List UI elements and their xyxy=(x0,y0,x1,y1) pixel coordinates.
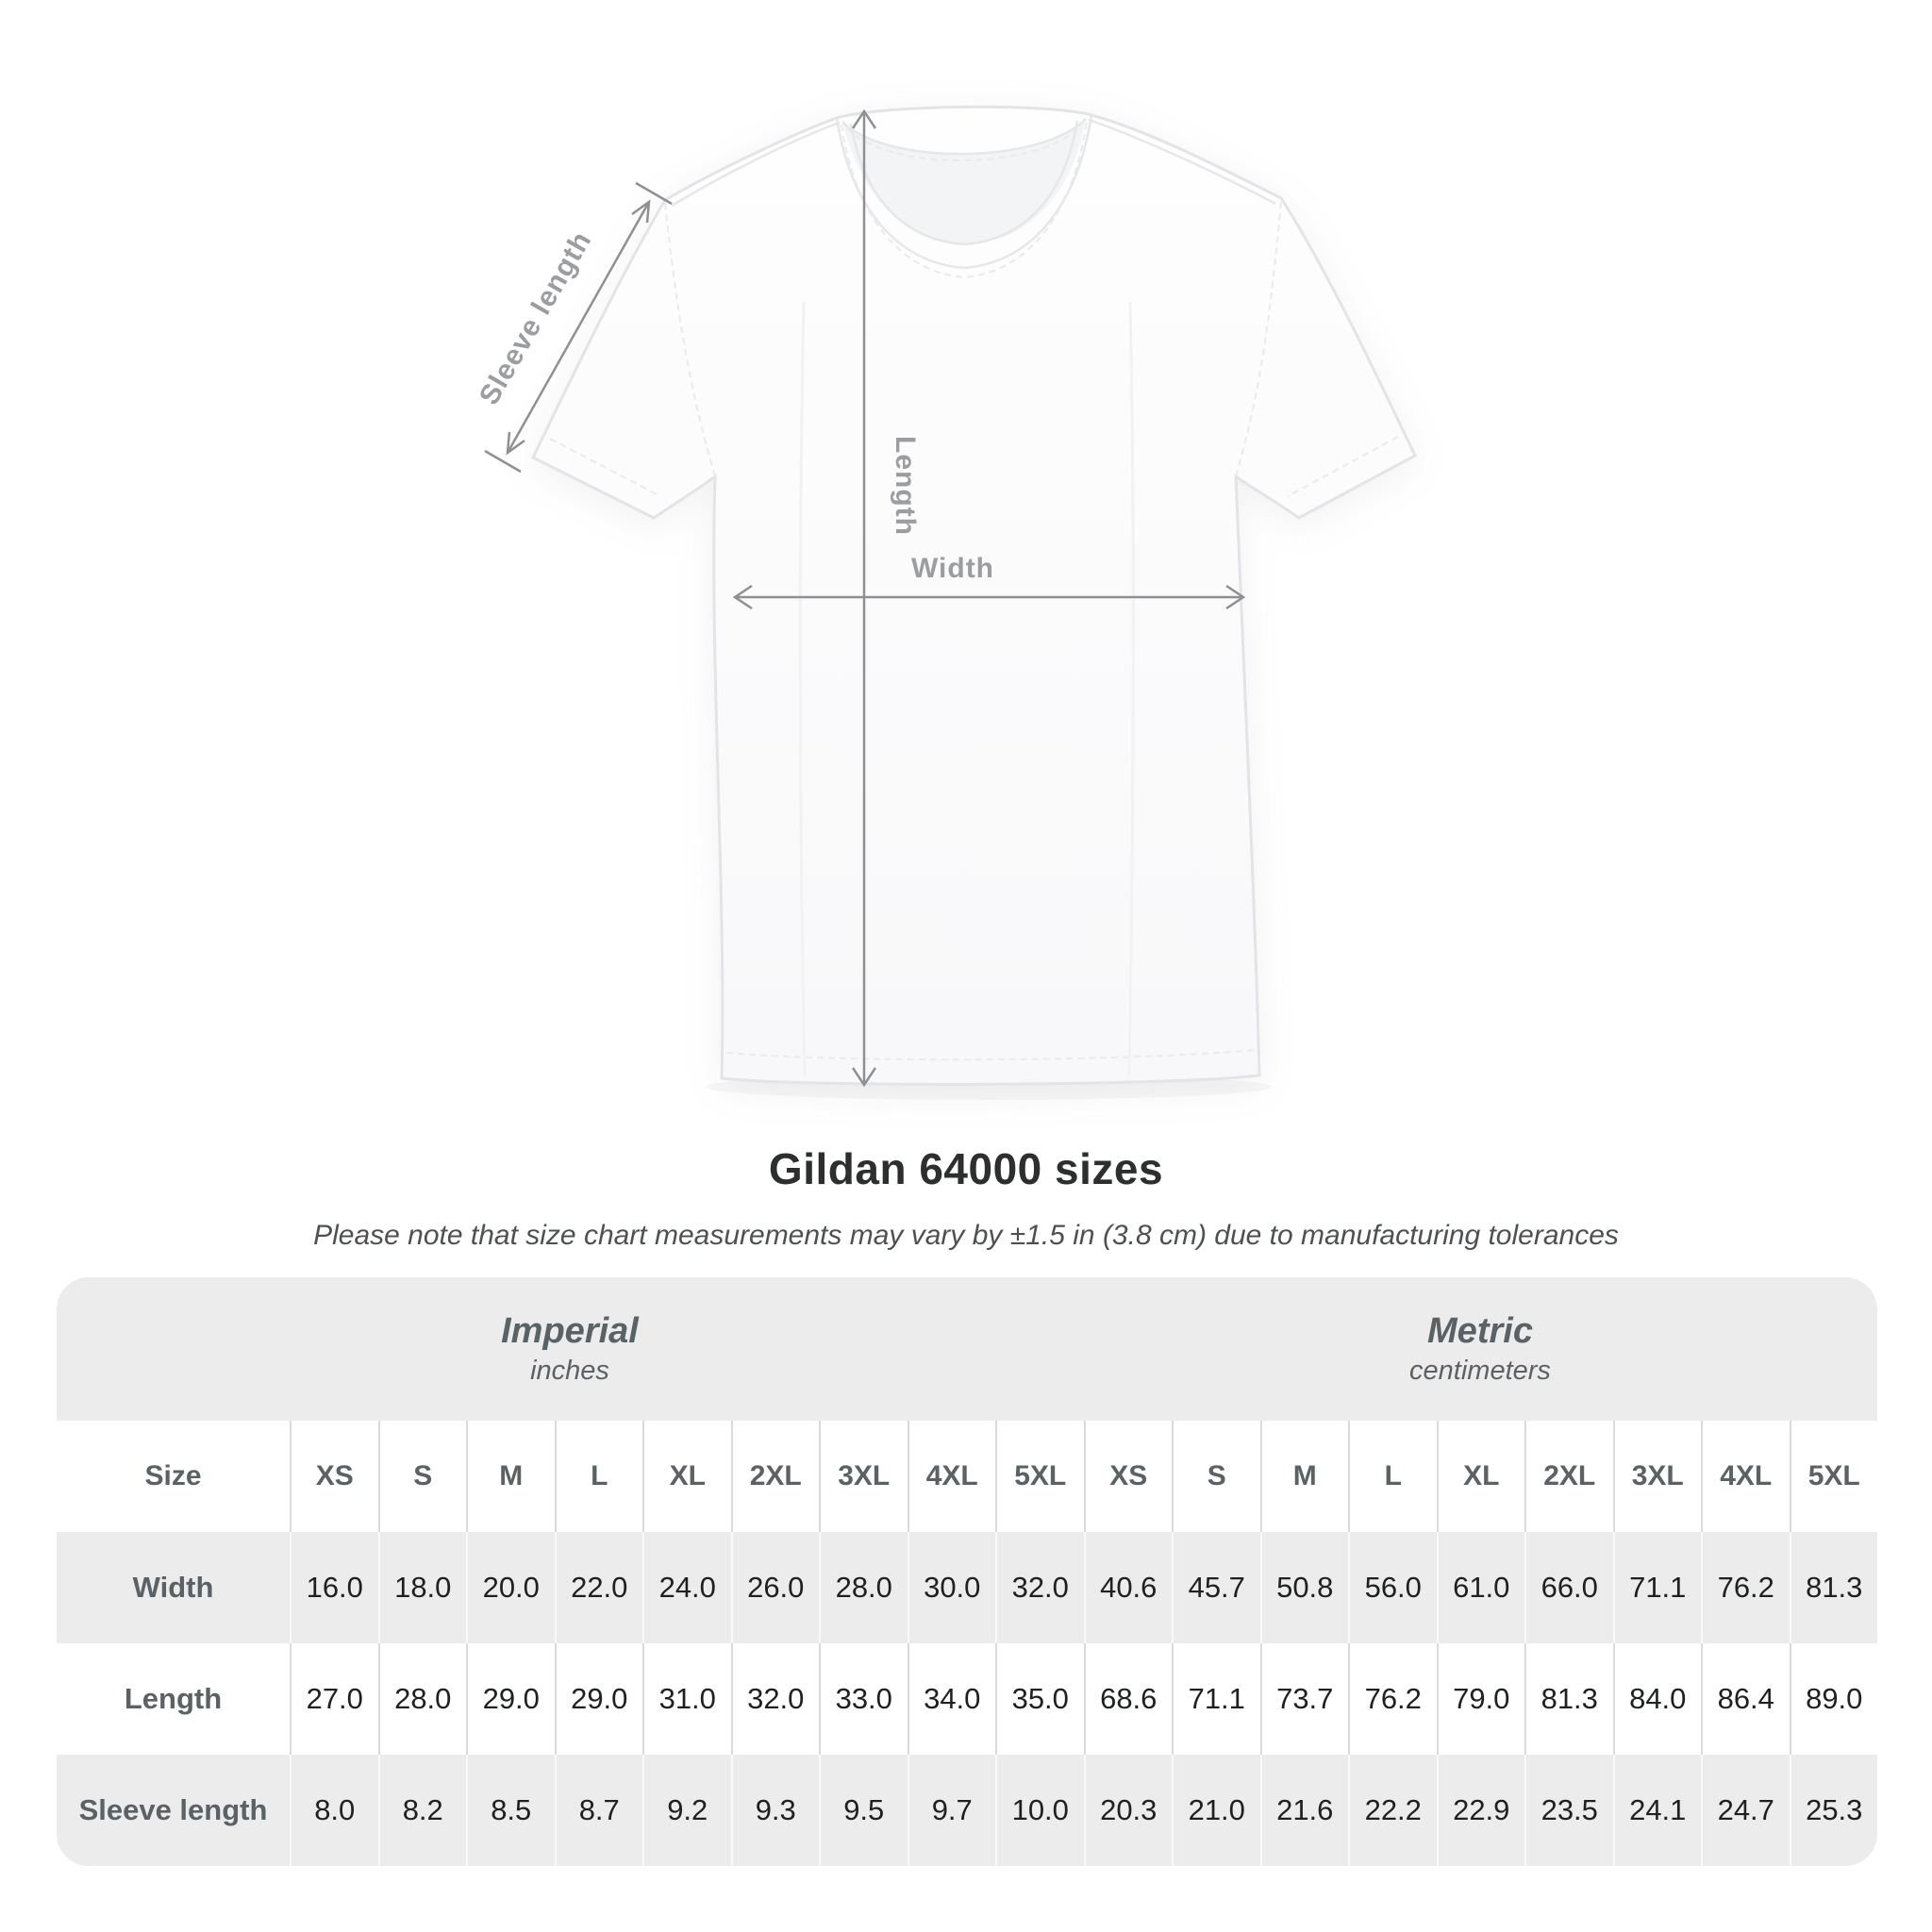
size-col-header: 2XL xyxy=(1524,1421,1613,1532)
size-header-row: Size XS S M L XL 2XL 3XL 4XL 5XL XS S M … xyxy=(57,1421,1877,1532)
value-cell: 29.0 xyxy=(466,1643,555,1755)
value-cell: 8.5 xyxy=(466,1755,555,1866)
size-col-header: M xyxy=(1259,1421,1349,1532)
metric-title: Metric xyxy=(1427,1311,1533,1351)
value-cell: 23.5 xyxy=(1524,1755,1613,1866)
table-row-width: Width 16.0 18.0 20.0 22.0 24.0 26.0 28.0… xyxy=(57,1532,1877,1643)
value-cell: 28.0 xyxy=(819,1532,908,1643)
width-label: Width xyxy=(911,553,994,584)
size-col-header: 5XL xyxy=(995,1421,1084,1532)
value-cell: 22.9 xyxy=(1436,1755,1525,1866)
size-col-header: 5XL xyxy=(1789,1421,1878,1532)
value-cell: 86.4 xyxy=(1701,1643,1790,1755)
value-cell: 30.0 xyxy=(907,1532,996,1643)
value-cell: 8.7 xyxy=(554,1755,643,1866)
value-cell: 81.3 xyxy=(1524,1643,1613,1755)
size-col-header: XS xyxy=(1083,1421,1173,1532)
page-title: Gildan 64000 sizes xyxy=(768,1144,1164,1193)
row-label: Length xyxy=(124,1682,223,1715)
value-cell: 22.0 xyxy=(554,1532,643,1643)
value-cell: 68.6 xyxy=(1083,1643,1173,1755)
value-cell: 9.2 xyxy=(642,1755,731,1866)
row-label: Width xyxy=(132,1571,214,1604)
size-col-header: XS xyxy=(290,1421,378,1532)
value-cell: 31.0 xyxy=(642,1643,731,1755)
value-cell: 8.0 xyxy=(290,1755,378,1866)
value-cell: 21.0 xyxy=(1172,1755,1260,1866)
value-cell: 25.3 xyxy=(1789,1755,1878,1866)
width-arrow xyxy=(732,584,1246,610)
value-cell: 33.0 xyxy=(819,1643,908,1755)
collar-opening xyxy=(842,119,1086,244)
value-cell: 35.0 xyxy=(995,1643,1084,1755)
value-cell: 76.2 xyxy=(1701,1532,1790,1643)
size-col-header: 3XL xyxy=(1612,1421,1702,1532)
table-row-sleeve-length: Sleeve length 8.0 8.2 8.5 8.7 9.2 9.3 9.… xyxy=(57,1755,1877,1866)
value-cell: 20.3 xyxy=(1083,1755,1173,1866)
value-cell: 27.0 xyxy=(290,1643,378,1755)
value-cell: 9.7 xyxy=(907,1755,996,1866)
size-col-header: S xyxy=(377,1421,467,1532)
value-cell: 73.7 xyxy=(1259,1643,1349,1755)
value-cell: 9.3 xyxy=(730,1755,820,1866)
value-cell: 32.0 xyxy=(995,1532,1084,1643)
tshirt-measurement-diagram: Length Width Sleeve length xyxy=(474,105,1417,1088)
sleeve-length-arrow xyxy=(484,181,673,474)
page-subtitle: Please note that size chart measurements… xyxy=(313,1220,1619,1251)
value-cell: 40.6 xyxy=(1083,1532,1173,1643)
metric-units: centimeters xyxy=(1409,1356,1551,1386)
value-cell: 26.0 xyxy=(730,1532,820,1643)
imperial-units: inches xyxy=(530,1356,609,1386)
value-cell: 29.0 xyxy=(554,1643,643,1755)
length-label: Length xyxy=(890,436,921,536)
value-cell: 22.2 xyxy=(1348,1755,1437,1866)
size-col-header: XL xyxy=(1436,1421,1525,1532)
value-cell: 76.2 xyxy=(1348,1643,1437,1755)
value-cell: 18.0 xyxy=(377,1532,467,1643)
value-cell: 24.7 xyxy=(1701,1755,1790,1866)
unit-header-band: Imperial inches Metric centimeters xyxy=(57,1277,1877,1421)
size-col-header: 2XL xyxy=(730,1421,820,1532)
size-col-header: 4XL xyxy=(907,1421,996,1532)
value-cell: 20.0 xyxy=(466,1532,555,1643)
value-cell: 56.0 xyxy=(1348,1532,1437,1643)
value-cell: 8.2 xyxy=(377,1755,467,1866)
tshirt-graphic xyxy=(531,105,1417,1086)
value-cell: 50.8 xyxy=(1259,1532,1349,1643)
value-cell: 81.3 xyxy=(1789,1532,1878,1643)
size-col-header: 3XL xyxy=(819,1421,908,1532)
size-col-header: M xyxy=(466,1421,555,1532)
value-cell: 24.1 xyxy=(1612,1755,1702,1866)
imperial-title: Imperial xyxy=(501,1311,639,1351)
row-label: Sleeve length xyxy=(78,1793,268,1826)
size-col-header: S xyxy=(1172,1421,1260,1532)
value-cell: 34.0 xyxy=(907,1643,996,1755)
value-cell: 9.5 xyxy=(819,1755,908,1866)
value-cell: 24.0 xyxy=(642,1532,731,1643)
value-cell: 28.0 xyxy=(377,1643,467,1755)
size-column-header: Size xyxy=(144,1460,202,1491)
value-cell: 84.0 xyxy=(1612,1643,1702,1755)
value-cell: 16.0 xyxy=(290,1532,378,1643)
size-col-header: XL xyxy=(642,1421,731,1532)
metric-header: Metric centimeters xyxy=(1083,1277,1877,1421)
value-cell: 66.0 xyxy=(1524,1532,1613,1643)
value-cell: 32.0 xyxy=(730,1643,820,1755)
size-col-header: L xyxy=(554,1421,643,1532)
value-cell: 71.1 xyxy=(1172,1643,1260,1755)
imperial-header: Imperial inches xyxy=(57,1277,1083,1421)
value-cell: 61.0 xyxy=(1436,1532,1525,1643)
size-table: Imperial inches Metric centimeters Size … xyxy=(57,1277,1877,1866)
size-col-header: 4XL xyxy=(1701,1421,1790,1532)
value-cell: 21.6 xyxy=(1259,1755,1349,1866)
table-row-length: Length 27.0 28.0 29.0 29.0 31.0 32.0 33.… xyxy=(57,1643,1877,1755)
value-cell: 79.0 xyxy=(1436,1643,1525,1755)
value-cell: 71.1 xyxy=(1612,1532,1702,1643)
value-cell: 10.0 xyxy=(995,1755,1084,1866)
value-cell: 89.0 xyxy=(1789,1643,1878,1755)
size-col-header: L xyxy=(1348,1421,1437,1532)
value-cell: 45.7 xyxy=(1172,1532,1260,1643)
